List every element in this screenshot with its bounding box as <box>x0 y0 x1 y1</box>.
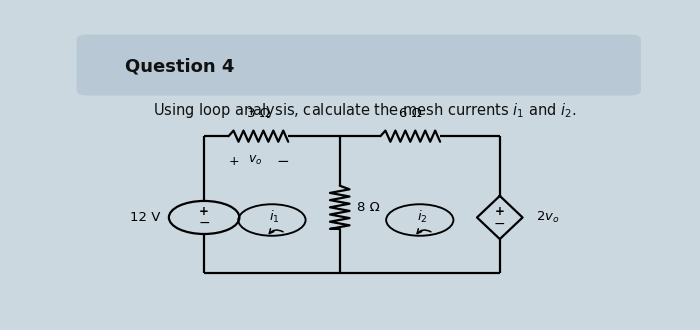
FancyBboxPatch shape <box>77 35 641 95</box>
Text: +: + <box>199 205 209 218</box>
Text: Question 4: Question 4 <box>125 57 234 75</box>
FancyArrowPatch shape <box>270 229 283 234</box>
Text: 6 Ω: 6 Ω <box>399 107 421 120</box>
Text: Using loop analysis, calculate the mesh currents $i_1$ and $i_2$.: Using loop analysis, calculate the mesh … <box>153 101 576 120</box>
Text: −: − <box>276 154 289 169</box>
Text: $i_1$: $i_1$ <box>270 209 280 225</box>
Text: $v_o$: $v_o$ <box>248 154 263 167</box>
Text: −: − <box>198 216 210 230</box>
Text: $2v_o$: $2v_o$ <box>536 210 560 225</box>
Text: 8 Ω: 8 Ω <box>357 201 380 214</box>
Text: +: + <box>495 205 505 217</box>
Text: 3 Ω: 3 Ω <box>247 107 270 120</box>
Text: $i_2$: $i_2$ <box>417 209 428 225</box>
Text: +: + <box>229 155 239 168</box>
Text: −: − <box>494 217 505 231</box>
FancyArrowPatch shape <box>417 229 431 234</box>
Text: 12 V: 12 V <box>130 211 161 224</box>
